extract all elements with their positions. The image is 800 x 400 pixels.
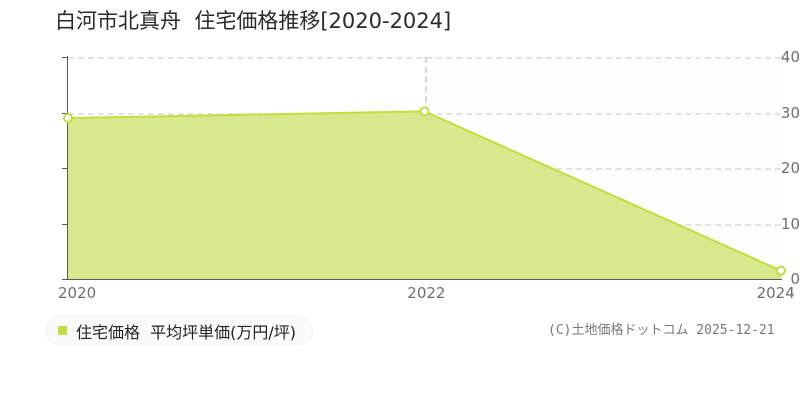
legend[interactable]: 住宅価格 平均坪単価(万円/坪)	[46, 317, 313, 344]
y-tick-label: 20	[780, 159, 800, 177]
legend-label: 住宅価格 平均坪単価(万円/坪)	[76, 322, 297, 342]
y-tick-label: 40	[780, 48, 800, 66]
y-tick-mark	[62, 168, 68, 169]
data-point-marker	[419, 106, 430, 117]
y-tick-label: 0	[790, 270, 800, 288]
x-tick-label: 2020	[58, 284, 97, 302]
data-point-marker	[776, 265, 786, 276]
credit-text: (C)土地価格ドットコム 2025-12-21	[548, 323, 775, 338]
y-tick-label: 10	[780, 214, 800, 233]
legend-swatch-icon	[58, 326, 67, 335]
x-axis-line	[67, 279, 782, 280]
data-point-markers	[63, 106, 786, 276]
series-area-chart	[63, 106, 786, 279]
x-tick-label: 2022	[407, 284, 446, 302]
y-tick-mark	[62, 112, 68, 114]
y-tick-mark	[62, 57, 68, 58]
area-fill-path	[68, 111, 781, 279]
y-tick-label: 30	[780, 103, 800, 122]
y-tick-mark	[62, 279, 68, 280]
chart-title: 白河市北真舟 住宅価格推移[2020-2024]	[55, 9, 452, 33]
y-tick-mark	[62, 223, 68, 225]
data-point-marker	[63, 113, 73, 124]
x-tick-label: 2024	[756, 284, 795, 302]
